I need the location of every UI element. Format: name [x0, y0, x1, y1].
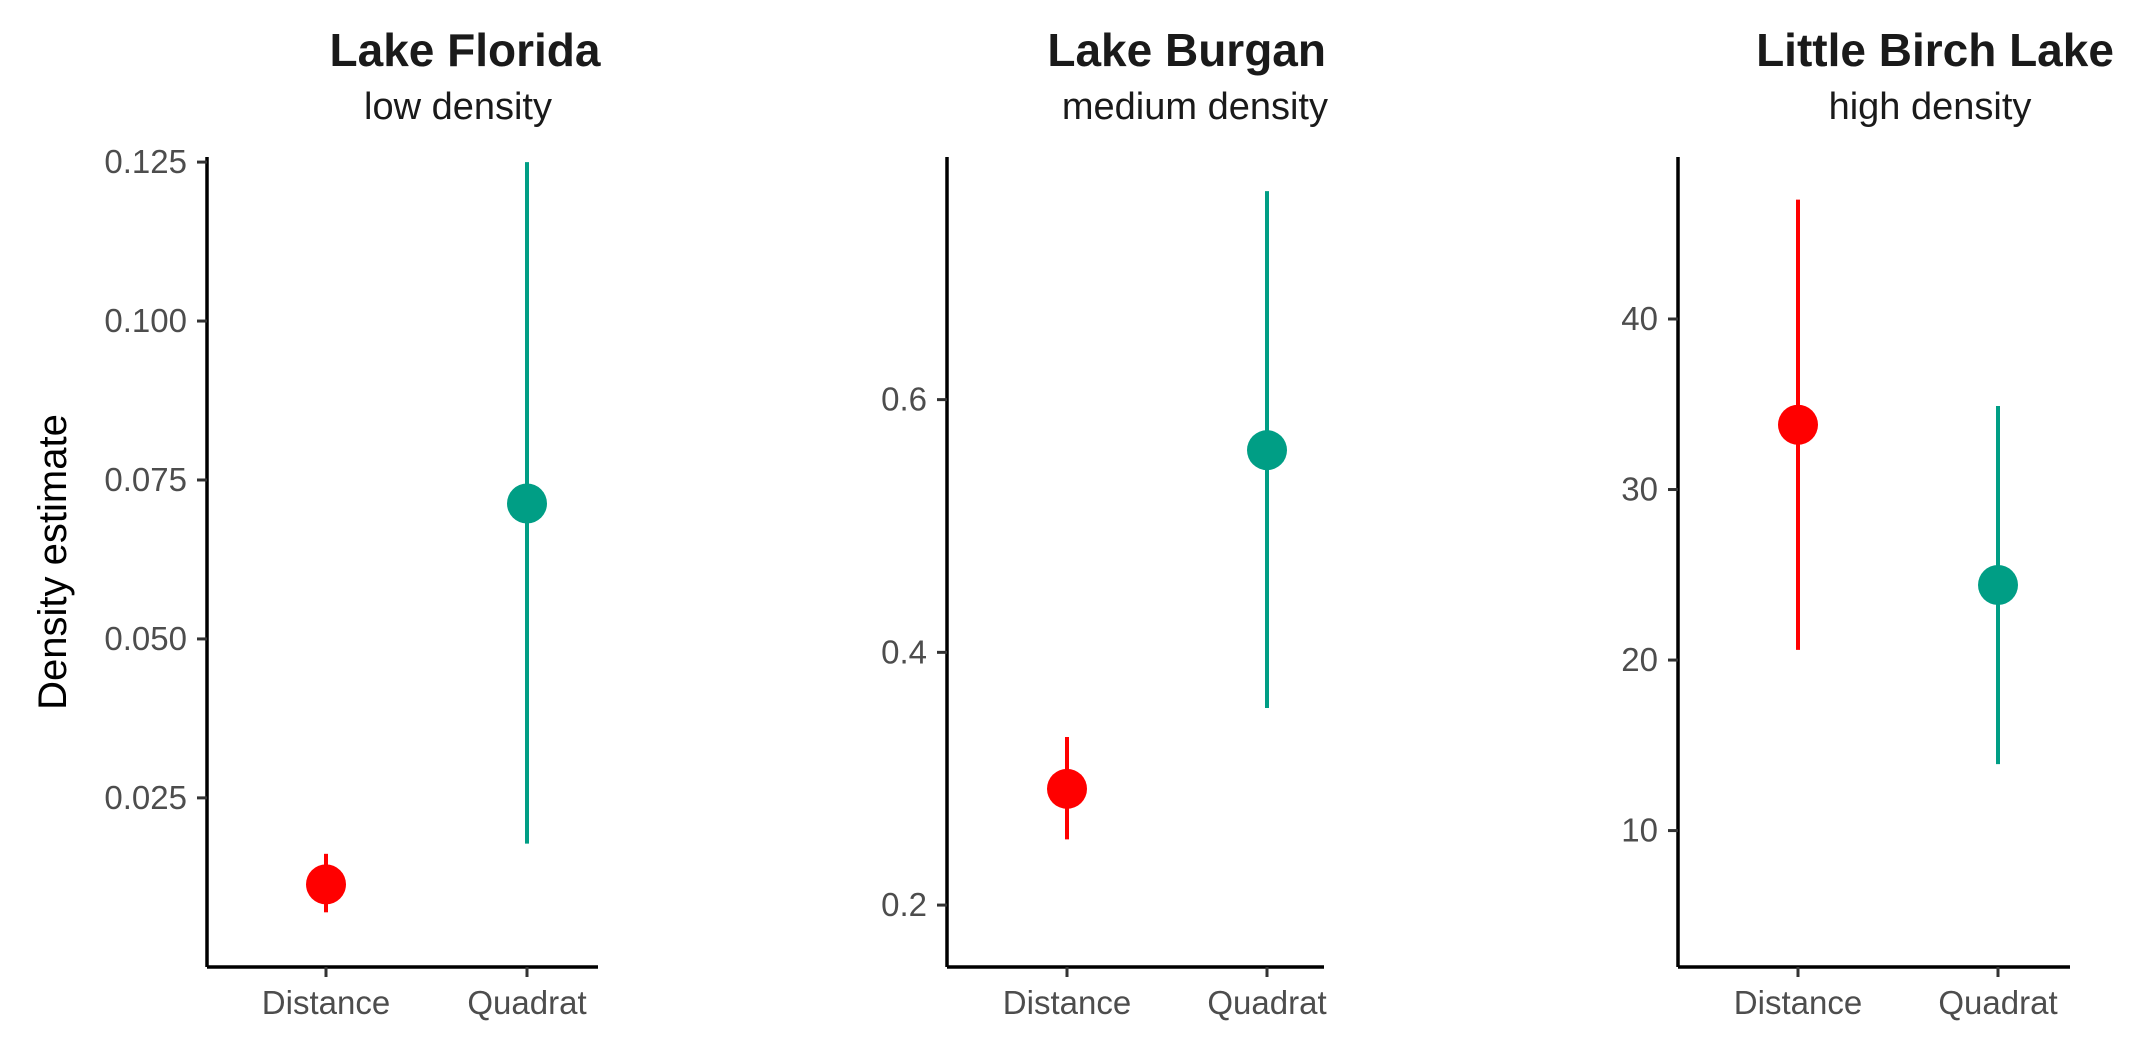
x-tick-label: Quadrat — [1938, 984, 2057, 1021]
y-tick-label: 0.6 — [881, 381, 927, 418]
y-axis-title: Density estimate — [31, 414, 75, 710]
panel-title: Lake Florida — [330, 24, 601, 76]
y-tick-label: 0.125 — [104, 143, 187, 180]
x-tick-label: Distance — [1734, 984, 1862, 1021]
x-tick-label: Distance — [1003, 984, 1131, 1021]
panel-subtitle: high density — [1829, 86, 2032, 128]
panel-subtitle: medium density — [1062, 86, 1328, 128]
y-tick-label: 0.2 — [881, 886, 927, 923]
panel-title: Little Birch Lake — [1756, 24, 2114, 76]
estimate-point — [507, 483, 547, 524]
panel-title: Lake Burgan — [1047, 24, 1326, 76]
y-tick-label: 0.050 — [104, 620, 187, 657]
y-tick-label: 20 — [1621, 641, 1658, 678]
x-tick-label: Quadrat — [1207, 984, 1326, 1021]
estimate-point — [1247, 430, 1287, 471]
x-tick-label: Distance — [262, 984, 390, 1021]
y-tick-label: 0.025 — [104, 779, 187, 816]
y-tick-label: 0.100 — [104, 302, 187, 339]
panel-subtitle: low density — [364, 86, 552, 128]
y-tick-label: 0.4 — [881, 633, 927, 670]
estimate-point — [306, 864, 346, 905]
y-tick-label: 40 — [1621, 300, 1658, 337]
y-tick-label: 10 — [1621, 812, 1658, 849]
estimate-point — [1047, 768, 1087, 809]
estimate-point — [1778, 404, 1818, 445]
x-tick-label: Quadrat — [467, 984, 586, 1021]
estimate-point — [1978, 565, 2018, 606]
y-tick-label: 0.075 — [104, 461, 187, 498]
y-tick-label: 30 — [1621, 471, 1658, 508]
